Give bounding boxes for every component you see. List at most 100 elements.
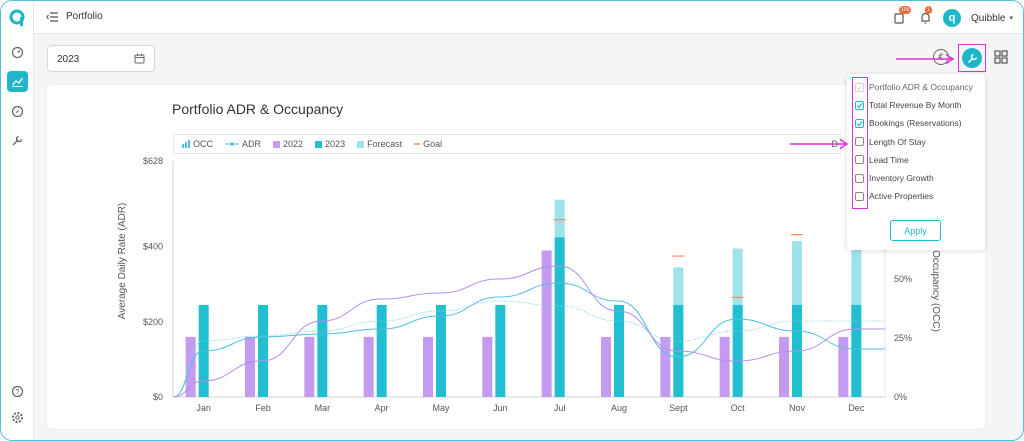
x-tick-label: Mar <box>315 403 331 413</box>
widget-option-label: Length Of Stay <box>869 136 926 147</box>
y-tick-label: $200 <box>143 317 163 327</box>
settings-gear-icon[interactable] <box>7 407 28 428</box>
bar-2023 <box>258 304 268 397</box>
checkbox[interactable] <box>855 191 864 201</box>
bar-2023 <box>554 237 565 397</box>
year-picker[interactable]: 2023 <box>47 45 155 72</box>
year-value: 2023 <box>57 54 80 65</box>
legend-forecast[interactable]: Forecast <box>357 139 402 149</box>
checkbox[interactable] <box>855 137 864 147</box>
widget-option-label: Portfolio ADR & Occupancy <box>869 82 973 92</box>
y2-tick-label: 50% <box>894 274 912 284</box>
widget-option-label: Lead Time <box>869 154 909 165</box>
bar-2022 <box>838 336 849 397</box>
legend-swatch <box>273 140 281 148</box>
widget-option[interactable]: Inventory Growth <box>855 171 934 185</box>
quibble-logo-icon[interactable] <box>9 9 27 27</box>
adr-line <box>172 282 885 398</box>
bar-2022 <box>541 250 552 397</box>
legend-label: Forecast <box>367 139 403 149</box>
bell-badge: 1 <box>925 6 932 14</box>
widget-option[interactable]: Total Revenue By Month <box>855 98 962 112</box>
notification-badge: 100 <box>899 6 912 14</box>
customize-widgets-button[interactable] <box>958 44 986 72</box>
bar-2022 <box>779 336 789 397</box>
adr-forecast-line <box>172 300 885 398</box>
adr-line-icon <box>225 142 239 146</box>
top-right-controls: 100 1 q Quibble ▾ <box>891 6 1013 29</box>
bar-2023 <box>614 304 624 397</box>
apply-button[interactable]: Apply <box>890 220 941 241</box>
chevron-down-icon[interactable]: ▾ <box>1009 15 1013 22</box>
x-tick-label: Oct <box>731 403 746 413</box>
legend-2023[interactable]: 2023 <box>315 139 345 149</box>
widget-option[interactable]: Active Properties <box>855 189 933 203</box>
bar-2022 <box>660 336 671 397</box>
bar-2022 <box>482 336 493 397</box>
menu-collapse-icon[interactable] <box>46 11 59 23</box>
x-tick-label: Jul <box>554 403 566 413</box>
legend-occ[interactable]: OCC <box>182 139 213 149</box>
annotation-arrow-icon <box>896 53 955 65</box>
bar-2023 <box>495 304 506 397</box>
y2-tick-label: 0% <box>894 392 907 402</box>
x-tick-label: May <box>432 403 450 413</box>
currency-euro-icon[interactable]: € <box>933 49 949 65</box>
legend-2022[interactable]: 2022 <box>273 139 303 149</box>
wrench-icon <box>962 48 982 68</box>
x-tick-label: Nov <box>789 403 806 413</box>
bar-2022 <box>363 336 374 397</box>
bar-2023 <box>376 304 387 397</box>
checkbox <box>855 82 864 92</box>
bar-2023 <box>851 304 862 397</box>
check-icon <box>856 121 863 127</box>
analytics-icon[interactable] <box>7 71 28 92</box>
annotation-arrow-icon <box>790 138 849 150</box>
y2-axis-title: Occupancy (OCC) <box>930 250 941 332</box>
widget-option-label: Total Revenue By Month <box>869 100 962 111</box>
y-tick-label: $628 <box>143 156 163 166</box>
checkbox-highlight <box>852 77 868 209</box>
x-tick-label: Jun <box>493 403 508 413</box>
check-icon <box>856 84 863 90</box>
wrench-icon[interactable] <box>7 130 28 151</box>
widget-option[interactable]: Bookings (Reservations) <box>855 116 962 130</box>
y-tick-label: $400 <box>143 242 163 252</box>
occ-line <box>172 265 885 398</box>
occ-bars-icon <box>182 140 190 148</box>
x-tick-label: Apr <box>375 403 389 413</box>
avatar[interactable]: q <box>943 9 962 27</box>
widget-option[interactable]: Length Of Stay <box>855 135 926 149</box>
checkbox[interactable] <box>855 155 864 165</box>
x-tick-label: Aug <box>611 403 627 413</box>
legend-label: 2022 <box>283 139 304 149</box>
checkbox[interactable] <box>855 118 864 128</box>
help-icon[interactable]: ? <box>7 381 28 402</box>
legend-adr[interactable]: ADR <box>225 139 261 149</box>
x-tick-label: Dec <box>848 403 865 413</box>
legend-label: OCC <box>193 139 213 149</box>
x-tick-label: Jan <box>196 403 211 413</box>
x-tick-label: Feb <box>255 403 271 413</box>
compass-icon[interactable] <box>7 101 28 122</box>
dashboard-icon[interactable] <box>7 42 28 63</box>
legend-goal[interactable]: Goal <box>414 139 442 149</box>
legend-label: Goal <box>423 139 443 149</box>
checkbox[interactable] <box>855 173 864 183</box>
notifications-calendar-icon[interactable]: 100 <box>891 6 912 26</box>
sidebar: ? <box>1 1 34 440</box>
legend-swatch <box>357 140 365 148</box>
grid-layout-icon[interactable] <box>994 50 1008 64</box>
checkbox[interactable] <box>855 100 864 110</box>
bar-2023 <box>317 304 328 397</box>
widget-option[interactable]: Lead Time <box>855 153 909 167</box>
bell-icon[interactable]: 1 <box>917 6 933 26</box>
widget-option-label: Inventory Growth <box>869 173 934 183</box>
calendar-icon <box>134 53 145 64</box>
legend-swatch <box>315 140 323 148</box>
user-name[interactable]: Quibble <box>971 12 1006 24</box>
check-icon <box>856 102 863 109</box>
bar-2022 <box>423 336 433 397</box>
